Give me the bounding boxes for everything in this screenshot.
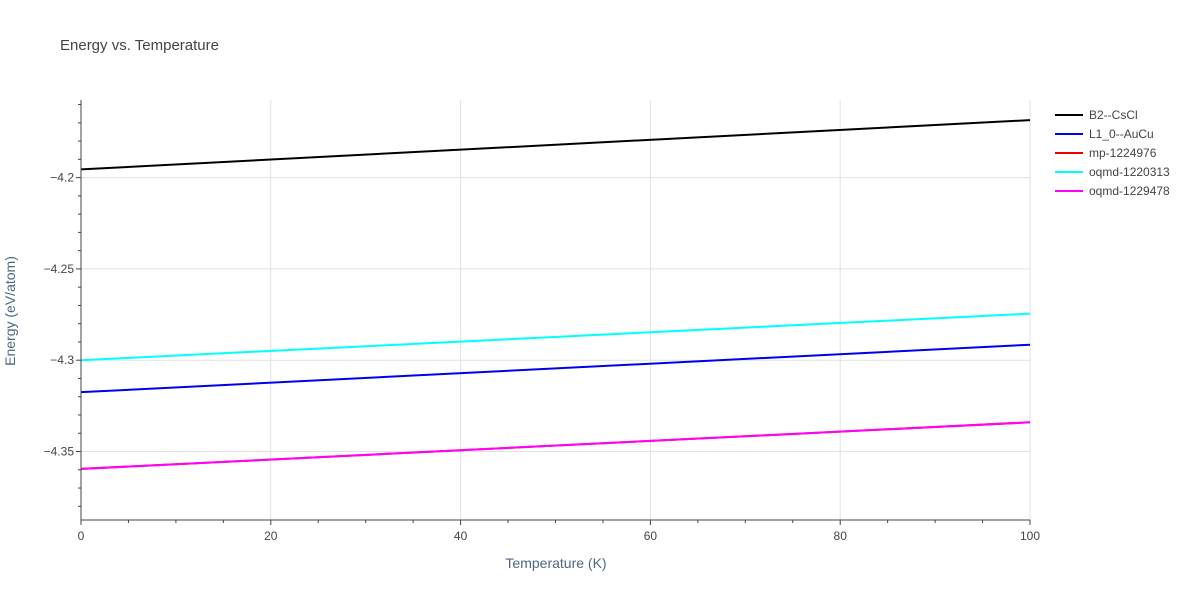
series-line-B2--CsCl[interactable] [80, 119, 1031, 171]
legend-item[interactable]: B2--CsCl [1055, 108, 1138, 122]
series-line-oqmd-1229478[interactable] [80, 421, 1031, 470]
legend-item[interactable]: L1_0--AuCu [1055, 127, 1154, 141]
legend-label: L1_0--AuCu [1089, 127, 1154, 141]
legend[interactable]: B2--CsCl L1_0--AuCu mp-1224976 oqmd-1220313… [1055, 108, 1170, 198]
legend-label: mp-1224976 [1089, 146, 1157, 160]
x-tick-label: 0 [78, 529, 85, 543]
legend-label: oqmd-1229478 [1089, 184, 1170, 198]
grid-layer [81, 100, 1031, 520]
x-tick-label: 60 [644, 529, 658, 543]
series-layer [80, 119, 1031, 470]
y-axis-title: Energy (eV/atom) [2, 256, 18, 366]
legend-item[interactable]: oqmd-1220313 [1055, 165, 1170, 179]
legend-item[interactable]: mp-1224976 [1055, 146, 1157, 160]
x-tick-label: 20 [264, 529, 278, 543]
y-tick-label: −4.25 [44, 262, 75, 276]
series-line-oqmd-1220313[interactable] [80, 312, 1031, 362]
x-tick-label: 80 [834, 529, 848, 543]
legend-label: oqmd-1220313 [1089, 165, 1170, 179]
chart-title: Energy vs. Temperature [60, 37, 219, 54]
legend-label: B2--CsCl [1089, 108, 1138, 122]
x-tick-label: 40 [454, 529, 468, 543]
y-tick-label: −4.2 [50, 171, 74, 185]
y-tick-label: −4.3 [50, 353, 74, 367]
series-line-L1_0--AuCu[interactable] [80, 343, 1031, 394]
y-tick-label: −4.35 [44, 445, 75, 459]
legend-item[interactable]: oqmd-1229478 [1055, 184, 1170, 198]
axis-layer: 0 20 40 60 80 100 −4.2 −4.25 −4.3 −4.35 [44, 100, 1040, 543]
x-tick-label: 100 [1020, 529, 1040, 543]
x-axis-title: Temperature (K) [505, 555, 606, 571]
